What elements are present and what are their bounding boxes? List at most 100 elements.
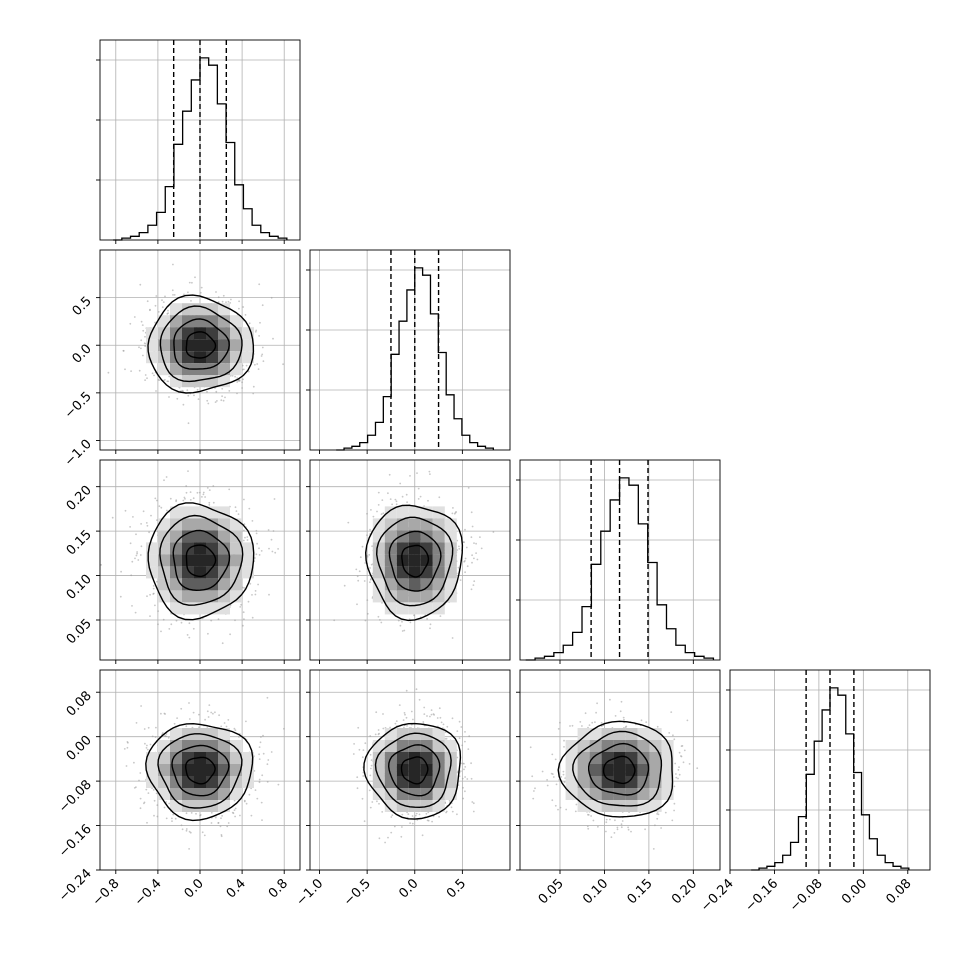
- sample-point: [247, 600, 250, 603]
- sample-point: [429, 473, 431, 475]
- sample-point: [356, 603, 358, 606]
- sample-point: [445, 810, 448, 813]
- sample-point: [180, 621, 183, 624]
- density-cell: [408, 518, 421, 531]
- sample-point: [208, 704, 211, 706]
- sample-point: [371, 545, 373, 548]
- sample-point: [406, 725, 408, 727]
- sample-point: [465, 546, 468, 549]
- sample-point: [247, 370, 250, 373]
- density-cell: [194, 339, 206, 352]
- sample-point: [204, 496, 207, 498]
- sample-point: [193, 394, 195, 397]
- sample-point: [208, 504, 211, 506]
- sample-point: [366, 534, 368, 537]
- sample-point: [138, 346, 140, 349]
- sample-point: [369, 567, 371, 569]
- sample-point: [154, 604, 156, 607]
- sample-point: [210, 619, 213, 622]
- contour-line-1: [172, 529, 231, 592]
- sample-point: [258, 746, 261, 748]
- sample-point: [133, 316, 136, 318]
- sample-point: [471, 801, 474, 803]
- sample-point: [471, 561, 473, 564]
- sample-point: [468, 735, 471, 738]
- sample-point: [451, 637, 454, 639]
- sample-point: [144, 742, 146, 745]
- sample-point: [234, 619, 236, 622]
- sample-point: [186, 634, 189, 636]
- sample-point: [394, 722, 397, 725]
- sample-point: [152, 789, 155, 791]
- sample-point: [140, 545, 143, 548]
- sample-point: [234, 729, 237, 732]
- sample-point: [133, 761, 135, 764]
- sample-point: [451, 717, 454, 720]
- density-cell: [182, 327, 194, 340]
- sample-point: [379, 619, 381, 621]
- sample-point: [458, 720, 461, 723]
- sample-point: [217, 301, 220, 303]
- density-cell: [218, 363, 230, 376]
- sample-point: [220, 835, 223, 838]
- density-cell: [182, 542, 194, 555]
- sample-point: [188, 830, 191, 833]
- density-cell: [182, 554, 194, 567]
- density-blocks: [372, 506, 457, 615]
- sample-point: [352, 753, 355, 755]
- sample-point: [462, 786, 464, 789]
- sample-point: [151, 735, 154, 738]
- sample-point: [267, 759, 270, 761]
- density-cell: [396, 788, 409, 800]
- sample-point: [236, 392, 238, 395]
- sample-point: [123, 748, 126, 750]
- sample-point: [185, 485, 188, 487]
- sample-point: [559, 806, 562, 809]
- sample-point: [241, 586, 244, 589]
- sample-point: [140, 339, 143, 342]
- sample-point: [358, 748, 361, 751]
- density-cell: [194, 578, 206, 591]
- sample-point: [172, 294, 174, 296]
- sample-point: [418, 698, 421, 701]
- sample-point: [343, 584, 346, 587]
- sample-point: [413, 614, 415, 617]
- sample-point: [381, 811, 384, 813]
- sample-point: [261, 819, 263, 821]
- sample-point: [185, 725, 188, 728]
- sample-point: [409, 475, 411, 477]
- sample-point: [245, 720, 247, 723]
- density-cell: [182, 764, 194, 776]
- sample-point: [364, 562, 367, 564]
- sample-point: [181, 828, 184, 831]
- sample-point: [376, 510, 378, 513]
- sample-point: [436, 717, 439, 719]
- sample-point: [254, 593, 257, 596]
- sample-point: [370, 764, 373, 767]
- sample-point: [227, 300, 230, 303]
- sample-point: [153, 814, 155, 817]
- sample-point: [227, 822, 230, 824]
- sample-point: [180, 824, 183, 827]
- sample-point: [206, 390, 208, 393]
- sample-point: [122, 349, 125, 352]
- density-cell: [206, 542, 218, 555]
- sample-point: [356, 776, 359, 779]
- sample-point: [131, 560, 134, 563]
- density-blocks: [372, 728, 457, 812]
- sample-point: [467, 748, 470, 750]
- sample-point: [380, 513, 383, 515]
- contour-line-2: [159, 305, 243, 383]
- sample-point: [206, 399, 209, 402]
- sample-point: [153, 799, 156, 802]
- sample-point: [228, 390, 231, 392]
- density-cell: [408, 800, 421, 812]
- sample-point: [153, 374, 155, 377]
- panel-frame: [309, 249, 511, 451]
- sample-point: [438, 496, 441, 499]
- density-cell: [230, 740, 242, 752]
- sample-point: [190, 812, 193, 814]
- sample-point: [190, 300, 192, 302]
- sample-point: [100, 564, 102, 566]
- density-cell: [444, 518, 457, 531]
